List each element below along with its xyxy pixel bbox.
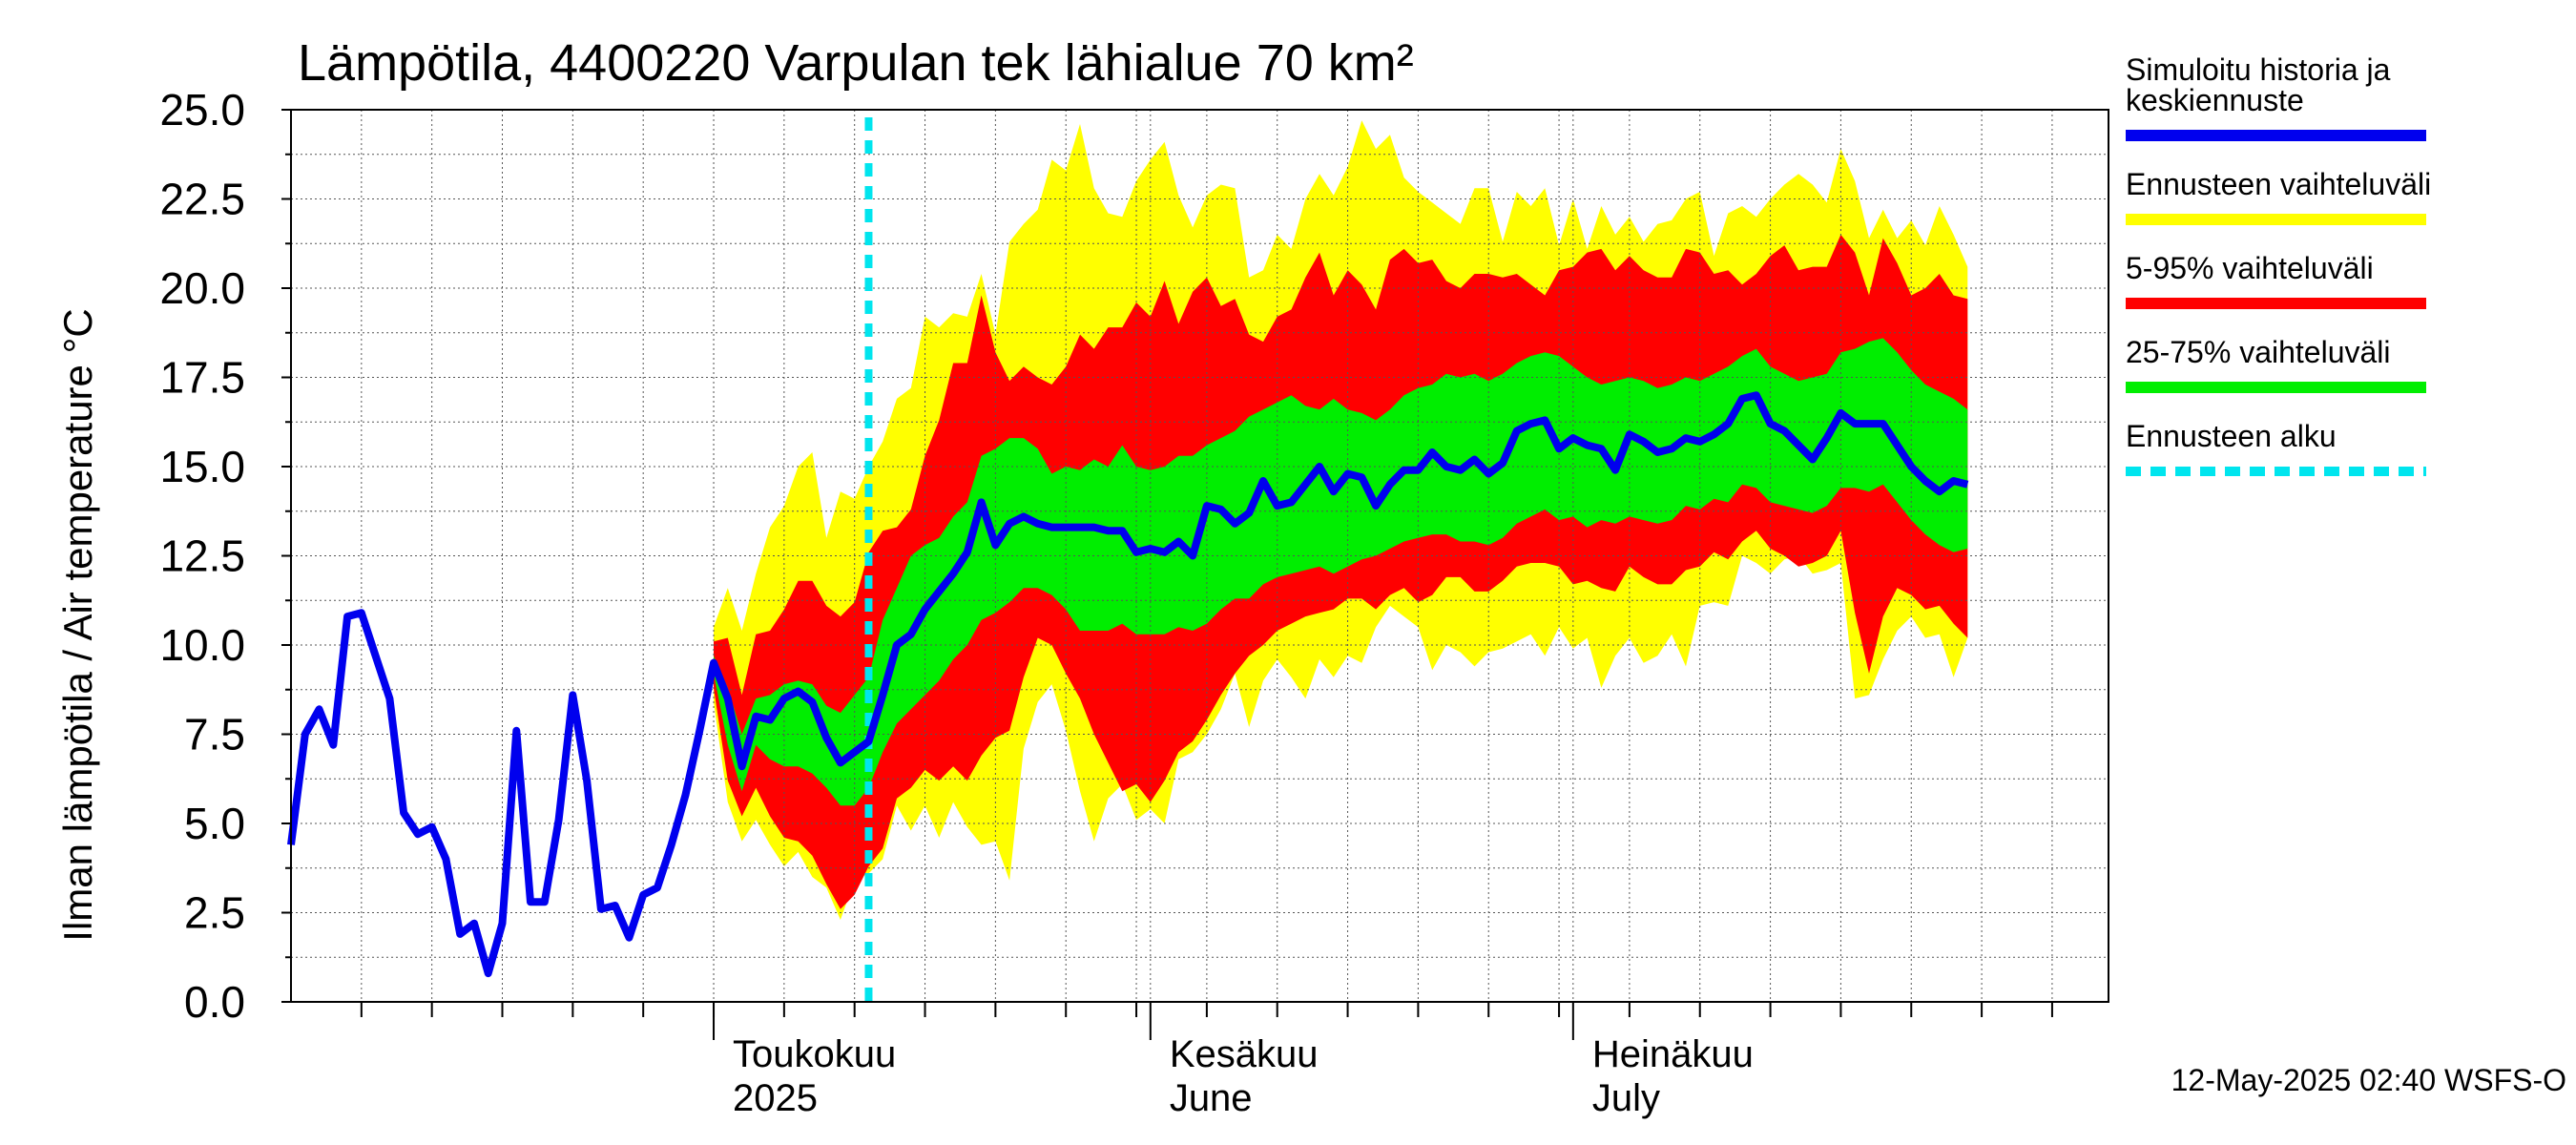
month-sub-label: July xyxy=(1592,1077,1660,1119)
timestamp-label: 12-May-2025 02:40 WSFS-O xyxy=(2171,1063,2566,1097)
month-sub-label: June xyxy=(1170,1077,1253,1119)
legend-label: 25-75% vaihteluväli xyxy=(2126,335,2391,369)
month-sub-label: 2025 xyxy=(733,1077,818,1119)
y-tick-label: 10.0 xyxy=(159,620,245,670)
y-tick-label: 25.0 xyxy=(159,85,245,135)
forecast-bands xyxy=(714,120,1968,920)
median-history-line xyxy=(287,391,1969,978)
month-label: Heinäkuu xyxy=(1592,1033,1754,1075)
legend-label: 5-95% vaihteluväli xyxy=(2126,251,2374,285)
y-tick-label: 22.5 xyxy=(159,175,245,224)
chart-title: Lämpötila, 4400220 Varpulan tek lähialue… xyxy=(298,34,1414,92)
y-tick-label: 2.5 xyxy=(184,888,245,938)
y-tick-label: 15.0 xyxy=(159,442,245,491)
series-lines xyxy=(287,117,1969,1002)
y-axis-label: Ilman lämpötila / Air temperature °C xyxy=(55,308,100,941)
legend-label: keskiennuste xyxy=(2126,83,2304,117)
legend-label: Ennusteen alku xyxy=(2126,419,2337,453)
y-tick-label: 17.5 xyxy=(159,353,245,403)
plot-area xyxy=(287,109,2109,1003)
y-tick-label: 7.5 xyxy=(184,710,245,760)
y-tick-label: 12.5 xyxy=(159,531,245,581)
month-label: Kesäkuu xyxy=(1170,1033,1319,1075)
legend-label: Simuloitu historia ja xyxy=(2126,52,2391,87)
p25-75-band-green xyxy=(714,338,1968,806)
axes: 0.0 2.5 5.0 7.5 10.0 12.5 15.0 17.5 20.0 22.5 25.0… xyxy=(159,85,2053,1119)
y-tick-label: 0.0 xyxy=(184,977,245,1027)
month-label: Toukokuu xyxy=(733,1033,896,1075)
grid-lines xyxy=(291,110,2109,1002)
legend-label: Ennusteen vaihteluväli xyxy=(2126,167,2431,201)
y-tick-label: 5.0 xyxy=(184,799,245,848)
y-tick-label: 20.0 xyxy=(159,263,245,313)
